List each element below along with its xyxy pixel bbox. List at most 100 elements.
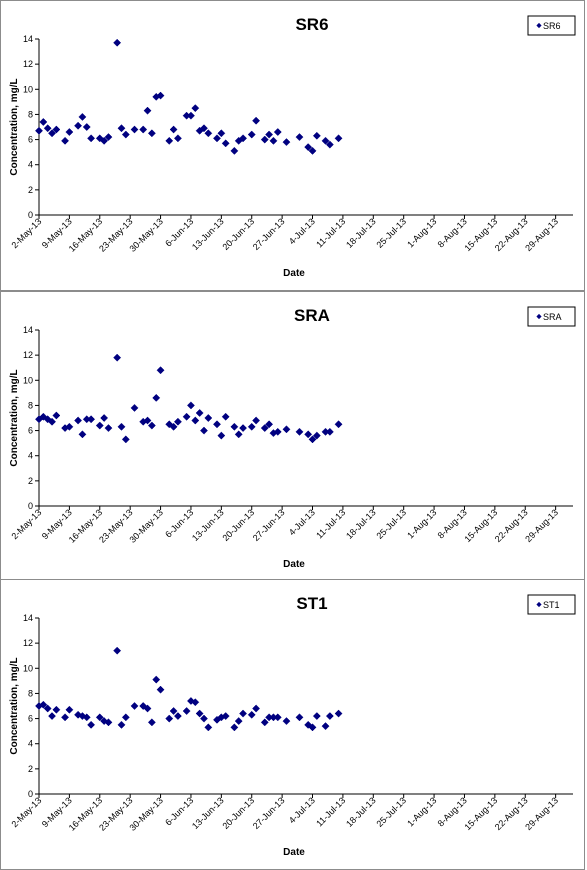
x-tick-label: 11-Jul-13 [314,216,347,249]
y-tick-label: 10 [23,375,33,385]
y-tick-label: 2 [28,185,33,195]
data-point [113,38,122,47]
x-tick-label: 25-Jul-13 [374,216,408,250]
data-point [173,134,182,143]
legend-marker [536,601,542,608]
y-tick-label: 14 [23,325,33,335]
data-point [325,712,334,721]
x-axis-title: Date [283,847,305,858]
x-tick-label: 4-Jul-13 [287,507,317,537]
data-point [65,128,74,136]
data-point [113,646,122,655]
data-point [48,417,56,426]
data-point [230,146,239,155]
y-tick-label: 0 [28,501,33,511]
data-point [321,136,330,145]
x-tick-label: 25-Jul-13 [374,795,408,829]
data-point [334,709,343,718]
data-point [100,414,109,422]
data-point [213,420,221,429]
data-point [95,421,104,430]
data-point [234,430,243,439]
data-point [113,353,122,362]
data-point [152,393,161,402]
y-tick-label: 2 [28,764,33,774]
data-point [130,403,139,412]
y-tick-label: 12 [23,350,33,360]
data-point [43,415,52,424]
x-tick-label: 13-Jun-13 [190,507,226,543]
x-tick-label: 20-Jun-13 [220,507,256,543]
data-point [282,425,291,434]
data-point [156,91,165,100]
data-point [156,366,165,375]
data-point [95,713,104,722]
data-point [217,431,226,440]
data-point [39,118,48,126]
data-point [74,121,83,130]
data-point [43,704,52,713]
data-point [273,713,282,722]
y-tick-label: 6 [28,714,33,724]
data-point [82,123,91,131]
x-tick-label: 25-Jul-13 [374,507,408,541]
data-point [130,702,139,710]
data-point [191,416,200,425]
chart-panel-st1: ST1 0 2 4 6 8 10 12 14 Concentration, mg/L 2-May-1… [0,579,585,870]
data-point [191,104,200,113]
data-point [104,133,113,142]
data-point [35,126,43,135]
data-point [52,411,61,420]
legend-marker [536,22,542,29]
data-point [165,136,174,145]
y-axis-title: Concentration, mg/L [9,369,20,466]
data-point [173,417,182,426]
data-point [295,427,304,436]
data-point [247,130,256,139]
data-point [217,129,226,138]
data-point [239,134,248,143]
data-point [121,435,130,444]
data-point [204,414,213,422]
x-tick-label: 1-Aug-13 [405,507,438,540]
chart-title: SRA [294,306,330,325]
data-point [52,125,61,134]
y-tick-label: 14 [23,34,33,44]
data-point [312,431,321,440]
data-point [204,129,213,138]
data-point [43,124,52,133]
y-tick-label: 8 [28,109,33,119]
x-tick-label: 4-Jul-13 [287,795,317,825]
x-axis-title: Date [283,559,305,570]
chart-svg: ST1 0 2 4 6 8 10 12 14 Concentration, mg/L 2-May-1… [9,594,576,858]
data-point [182,412,191,421]
y-tick-label: 4 [28,451,33,461]
y-tick-label: 12 [23,59,33,69]
data-point [239,424,248,433]
data-point [104,424,113,433]
data-point [260,135,269,144]
legend-label: ST1 [543,600,560,610]
x-tick-label: 29-Aug-13 [523,507,560,544]
data-point [117,720,126,729]
data-point [117,422,126,431]
data-point [87,720,96,729]
legend-box [527,306,576,327]
y-tick-label: 6 [28,135,33,145]
data-point [78,112,87,121]
data-point [121,713,130,722]
x-tick-label: 1-Aug-13 [405,795,438,828]
y-axis-title: Concentration, mg/L [9,78,20,175]
data-point [87,415,96,424]
data-point [239,709,248,718]
data-point [147,421,156,430]
x-tick-label: 20-Jun-13 [220,216,256,252]
data-point [121,130,130,139]
x-tick-label: 2-May-13 [9,507,43,541]
y-tick-label: 0 [28,210,33,220]
data-point [252,116,261,125]
x-tick-label: 27-Jun-13 [251,216,287,252]
x-tick-label: 18-Jul-13 [344,216,378,250]
data-point [221,412,230,421]
y-tick-label: 0 [28,789,33,799]
